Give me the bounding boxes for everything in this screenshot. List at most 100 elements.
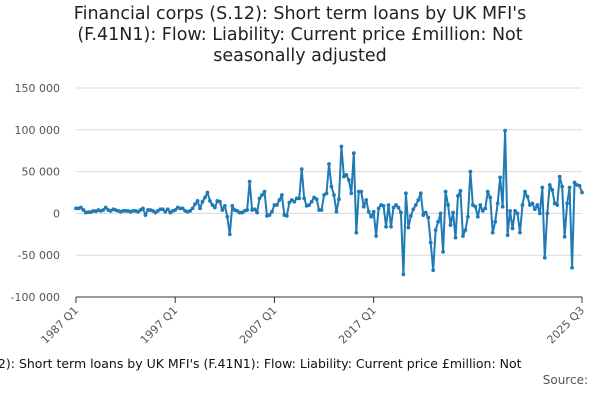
data-point — [508, 208, 512, 213]
data-point — [570, 265, 574, 270]
data-point — [217, 199, 222, 204]
data-point — [431, 268, 436, 273]
data-point — [163, 209, 168, 214]
data-point — [374, 234, 379, 238]
data-point — [466, 214, 470, 219]
data-point — [436, 219, 441, 224]
y-tick-label: 50 000 — [22, 166, 61, 179]
series-markers — [74, 128, 584, 277]
data-point — [227, 232, 232, 237]
data-point — [468, 169, 473, 174]
data-point — [542, 255, 547, 260]
data-point — [394, 203, 398, 207]
data-point — [490, 230, 495, 235]
data-point — [473, 204, 478, 209]
data-point — [101, 208, 106, 212]
data-point — [334, 209, 339, 214]
data-point — [245, 208, 250, 212]
chart-title-line-3: seasonally adjusted — [213, 46, 387, 66]
data-point — [572, 180, 577, 185]
data-point — [198, 206, 202, 211]
data-point — [456, 193, 460, 198]
data-point — [577, 183, 582, 188]
data-point — [386, 203, 391, 207]
data-point — [562, 234, 567, 239]
data-point — [441, 249, 445, 254]
data-point — [513, 208, 517, 213]
data-point — [79, 205, 83, 210]
data-point — [230, 203, 235, 208]
data-point — [344, 173, 349, 177]
data-point — [475, 214, 480, 219]
data-point — [557, 174, 562, 179]
data-point — [160, 207, 165, 212]
data-point — [545, 211, 550, 216]
data-point — [580, 190, 584, 195]
y-tick-label: -100 000 — [11, 291, 60, 304]
data-point — [458, 188, 463, 193]
data-point — [173, 208, 178, 212]
data-point — [277, 198, 282, 202]
data-point — [411, 207, 416, 212]
y-tick-label: 150 000 — [15, 82, 61, 95]
data-point — [193, 202, 197, 207]
footer-series-label: .12): Short term loans by UK MFI's (F.41… — [0, 356, 522, 371]
data-point — [500, 204, 505, 209]
data-point — [346, 178, 351, 182]
data-point — [267, 213, 272, 217]
data-point — [421, 213, 426, 217]
data-point — [292, 199, 297, 204]
data-point — [495, 201, 500, 206]
data-point — [401, 272, 406, 277]
data-point — [354, 230, 359, 235]
data-point — [324, 191, 329, 196]
data-point — [225, 214, 230, 219]
x-axis-ticks: 1987 Q1 1997 Q1 2007 Q1 2017 Q1 2025 Q3 — [39, 297, 587, 347]
data-point — [376, 206, 381, 211]
data-point — [520, 203, 525, 207]
data-point — [485, 189, 490, 194]
data-point — [339, 144, 344, 149]
data-point — [255, 210, 259, 215]
data-point — [270, 209, 274, 214]
data-point — [503, 128, 508, 133]
data-point — [406, 225, 411, 230]
data-point — [451, 210, 455, 215]
y-tick-label: 100 000 — [15, 124, 61, 137]
chart-title-line-1: Financial corps (S.12): Short term loans… — [73, 4, 527, 24]
data-point — [284, 214, 289, 218]
data-point — [366, 209, 371, 214]
data-point — [287, 200, 292, 205]
data-point — [518, 230, 522, 235]
data-point — [213, 205, 217, 210]
data-point — [426, 215, 431, 220]
data-point — [220, 208, 225, 212]
data-point — [515, 211, 520, 216]
x-tick-label: 2007 Q1 — [237, 304, 280, 347]
data-point — [364, 198, 369, 202]
source-label: Source: — [542, 373, 588, 387]
data-point — [448, 223, 453, 228]
data-point — [428, 240, 433, 245]
data-point — [418, 191, 423, 196]
data-point — [381, 203, 386, 208]
data-point — [143, 213, 148, 217]
data-point — [510, 226, 515, 231]
data-point — [483, 206, 488, 211]
data-point — [210, 203, 215, 207]
data-point — [567, 185, 572, 190]
data-point — [505, 233, 510, 238]
data-point — [257, 196, 262, 201]
series-line — [76, 129, 583, 276]
y-axis-ticks: 150 000 100 000 50 000 0 -50 000 -100 000 — [11, 82, 60, 304]
data-point — [535, 203, 540, 207]
data-point — [205, 190, 210, 195]
data-point — [565, 201, 570, 206]
data-point — [540, 185, 545, 190]
data-point — [532, 207, 537, 212]
data-point — [180, 206, 185, 211]
data-point — [461, 234, 465, 238]
data-point — [332, 193, 336, 197]
data-point — [260, 193, 264, 197]
